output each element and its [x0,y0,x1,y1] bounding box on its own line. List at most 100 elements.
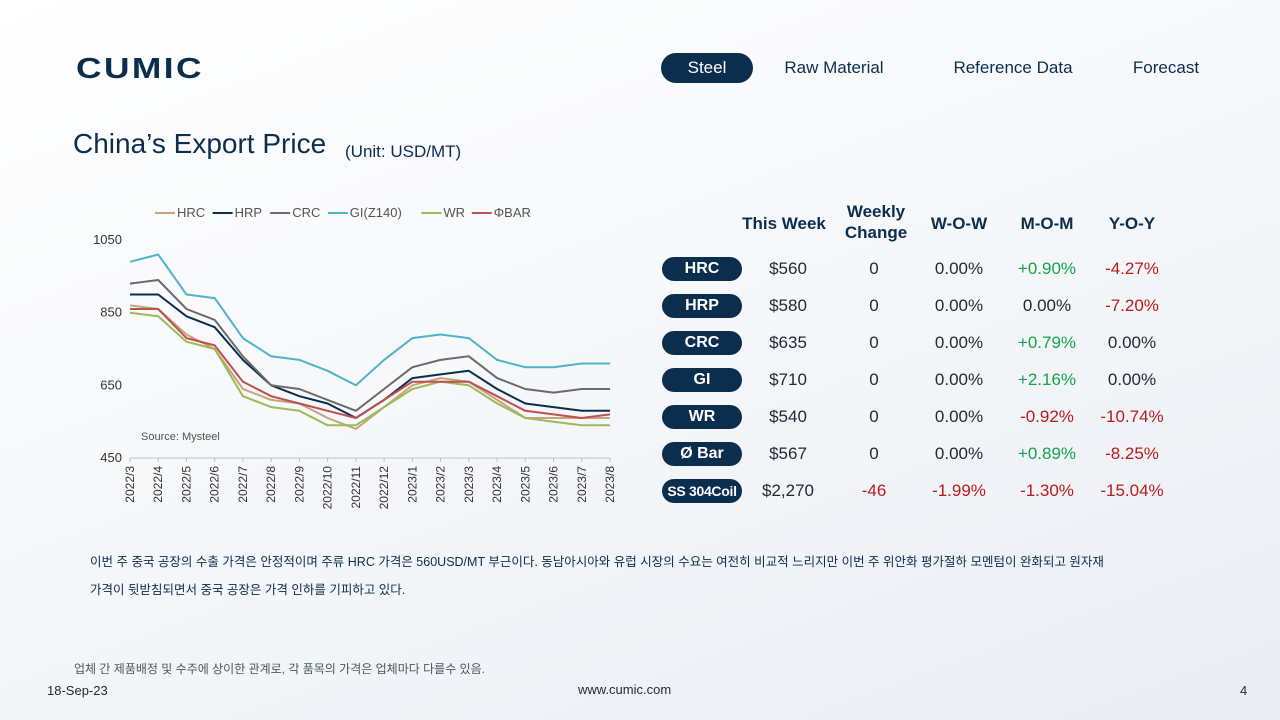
y-tick-label: 650 [100,377,122,392]
x-tick-label: 2022/9 [292,466,306,503]
legend-label: ΦBAR [494,205,531,220]
y-tick-label: 1050 [93,232,122,247]
cumic-logo: CUMIC [76,53,204,82]
legend-label: HRC [177,205,205,220]
cell-wow: 0.00% [934,333,984,352]
cell-weekly-change: 0 [869,259,879,278]
x-tick-label: 2022/10 [321,466,335,510]
cell-yoy: -10.74% [1100,407,1164,426]
cell-weekly-change: 0 [869,333,879,352]
x-tick-label: 2023/1 [405,466,419,503]
header-yoy: Y-O-Y [1108,214,1156,233]
table-row-ss304coil: SS 304Coil $2,270 -46 -1.99% -1.30% -15.… [0,479,1280,503]
cell-mom: 0.00% [1022,296,1072,315]
page-title: China’s Export Price [73,128,327,159]
row-label-badge: HRC [662,257,742,281]
x-tick-label: 2022/8 [264,466,278,503]
footer-url[interactable]: www.cumic.com [578,682,672,697]
cell-weekly-change: -46 [861,481,887,500]
cell-weekly-change: 0 [869,370,879,389]
cell-yoy: -7.20% [1105,296,1159,315]
series-line-wr [129,311,610,427]
x-tick-label: 2023/3 [462,466,476,503]
cell-this-week: $567 [769,444,807,463]
legend-label: CRC [292,205,320,220]
nav-tab-forecast[interactable]: Forecast [1132,58,1200,77]
header-wow: W-O-W [930,214,988,233]
cell-this-week: $2,270 [762,481,814,500]
cell-wow: 0.00% [934,296,984,315]
cell-yoy: -15.04% [1100,481,1164,500]
cell-this-week: $635 [769,333,807,352]
table-row-wr: WR $540 0 0.00% -0.92% -10.74% [0,405,1280,429]
x-tick-label: 2022/5 [179,466,193,503]
x-tick-label: 2023/4 [490,466,504,503]
series-line-crc [129,279,610,412]
row-label-badge: SS 304Coil [662,479,742,503]
row-label-badge: Ø Bar [662,442,742,466]
cell-mom: -0.92% [1020,407,1074,426]
legend-label: WR [443,205,465,220]
header-weekly-change-line1: Weekly [846,202,906,221]
cell-mom: +0.90% [1017,259,1077,278]
series-line--bar [130,308,611,419]
cell-this-week: $710 [769,370,807,389]
x-tick-label: 2022/4 [151,466,165,503]
nav-tab-raw-material[interactable]: Raw Material [784,58,884,77]
y-tick-label: 850 [100,305,122,320]
header-mom: M-O-M [1020,214,1074,233]
row-label-badge: WR [662,405,742,429]
market-description: 이번 주 중국 공장의 수출 가격은 안정적이며 주류 HRC 가격은 560U… [90,548,1200,604]
x-tick-label: 2023/6 [547,466,561,503]
top-nav: Steel Raw Material Reference Data Foreca… [0,53,1280,83]
header-weekly-change-line2: Change [844,223,908,242]
cell-this-week: $560 [769,259,807,278]
cell-weekly-change: 0 [869,407,879,426]
cell-weekly-change: 0 [869,296,879,315]
x-tick-label: 2022/7 [236,466,250,503]
cell-wow: 0.00% [934,407,984,426]
legend-label: GI(Z140) [350,205,402,220]
cell-yoy: -4.27% [1105,259,1159,278]
cell-yoy: -8.25% [1105,444,1159,463]
legend-label: HRP [235,205,262,220]
table-row-gi: GI $710 0 0.00% +2.16% 0.00% [0,368,1280,392]
x-tick-label: 2023/2 [434,466,448,503]
series-line-gi-z140- [129,253,610,387]
table-row-hrp: HRP $580 0 0.00% 0.00% -7.20% [0,294,1280,318]
cell-wow: -1.99% [932,481,986,500]
header-this-week: This Week [742,214,826,233]
x-tick-label: 2022/3 [123,466,137,503]
cell-this-week: $580 [769,296,807,315]
nav-tab-reference-data[interactable]: Reference Data [953,58,1073,77]
x-tick-label: 2022/12 [377,466,391,510]
table-row-hrc: HRC $560 0 0.00% +0.90% -4.27% [0,257,1280,281]
logo-wordmark: CUMIC [76,53,204,82]
cell-wow: 0.00% [934,444,984,463]
unit-label: (Unit: USD/MT) [345,142,462,161]
row-label-badge: CRC [662,331,742,355]
header-weekly-change: Weekly Change [836,201,916,243]
row-label-badge: HRP [662,294,742,318]
x-tick-label: 2022/11 [349,466,363,509]
table-row-crc: CRC $635 0 0.00% +0.79% 0.00% [0,331,1280,355]
description-line-1: 이번 주 중국 공장의 수출 가격은 안정적이며 주류 HRC 가격은 560U… [90,555,1104,569]
x-tick-label: 2023/5 [518,466,532,503]
chart-source-label: Source: Mysteel [141,431,220,443]
cell-wow: 0.00% [934,370,984,389]
cell-mom: +2.16% [1017,370,1077,389]
cell-wow: 0.00% [934,259,984,278]
cell-this-week: $540 [769,407,807,426]
cell-yoy: 0.00% [1107,370,1157,389]
cell-mom: +0.89% [1017,444,1077,463]
cell-mom: -1.30% [1020,481,1074,500]
cell-weekly-change: 0 [869,444,879,463]
description-line-2: 가격이 뒷받침되면서 중국 공장은 가격 인하를 기피하고 있다. [90,583,406,597]
table-row-bar: Ø Bar $567 0 0.00% +0.89% -8.25% [0,442,1280,466]
row-label-badge: GI [662,368,742,392]
disclaimer-note: 업체 간 제품배정 및 수주에 상이한 관계로, 각 품목의 가격은 업체마다 … [74,662,485,676]
export-price-line-chart: 450 650 850 1050 2022/3 2022/4 2022/5 2022/6 202… [93,205,617,510]
x-tick-label: 2023/8 [603,466,617,503]
x-tick-label: 2023/7 [575,466,589,503]
nav-tab-steel[interactable]: Steel [661,53,753,83]
